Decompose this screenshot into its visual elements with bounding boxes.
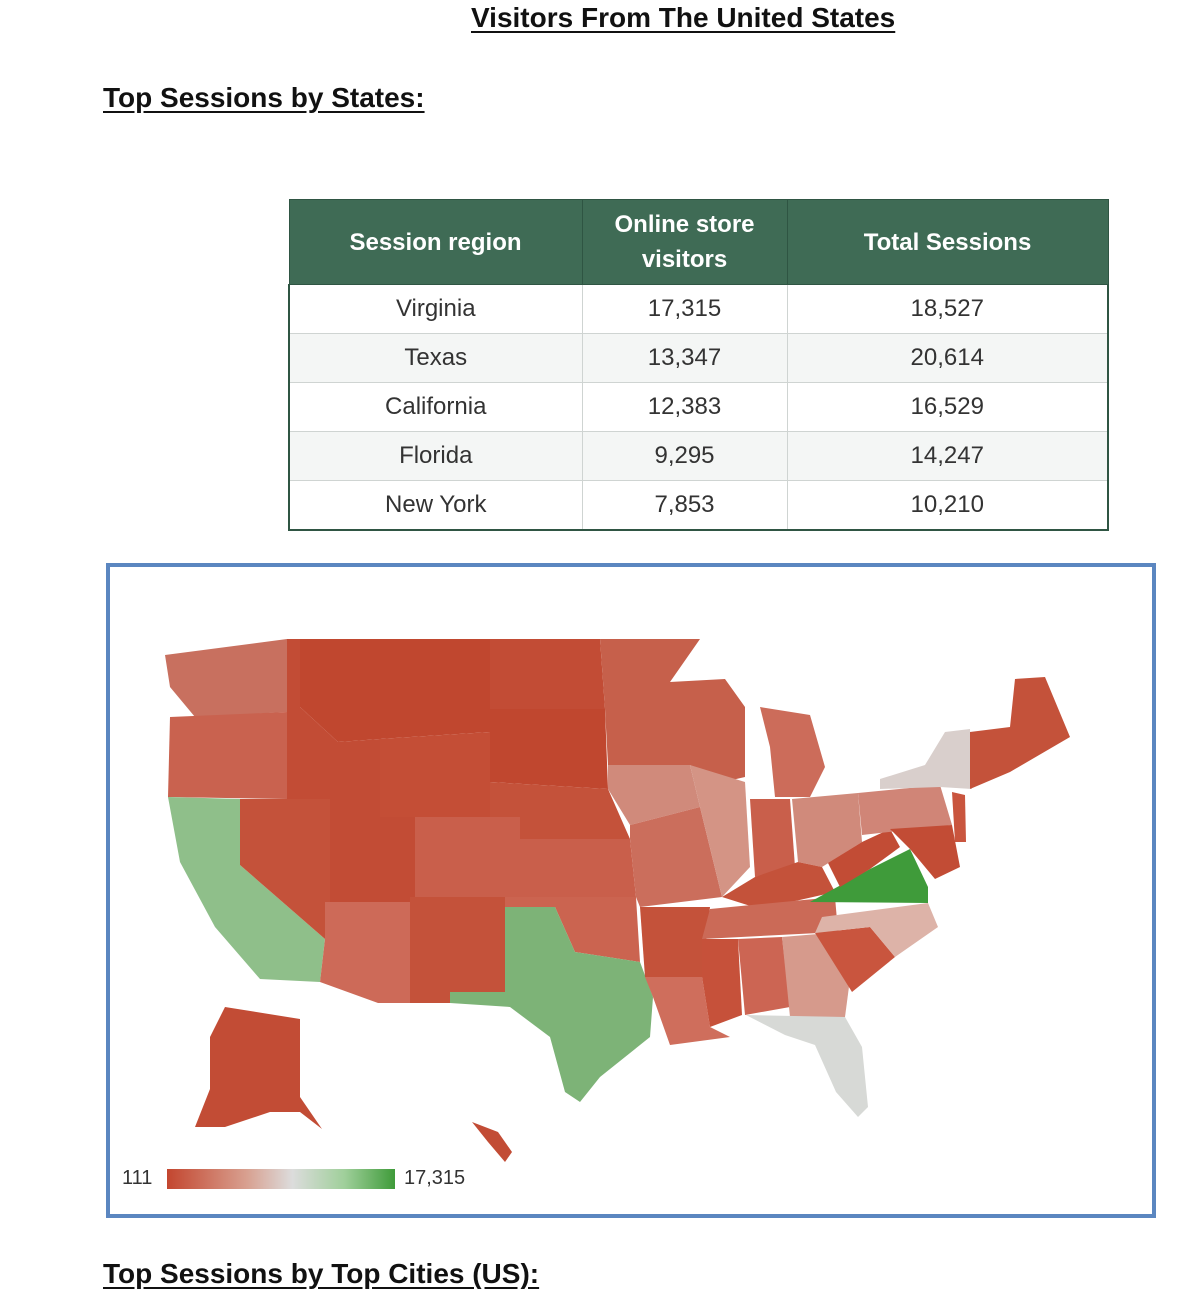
state-tennessee <box>702 897 838 939</box>
cell-region: California <box>288 382 583 432</box>
us-choropleth-map <box>165 639 1070 1162</box>
state-oklahoma <box>505 897 640 962</box>
legend-gradient-bar <box>167 1169 395 1189</box>
header-visitors-line2: visitors <box>641 246 728 273</box>
state-nevada <box>240 799 330 939</box>
state-new-york <box>880 729 972 789</box>
cell-sessions: 14,247 <box>786 431 1109 481</box>
cell-visitors: 7,853 <box>581 480 788 531</box>
state-mississippi <box>702 939 742 1027</box>
state-kansas <box>520 839 636 897</box>
header-visitors-line1: Online store <box>614 211 755 238</box>
state-south-dakota <box>490 709 608 789</box>
state-oregon <box>168 712 287 799</box>
state-west-virginia <box>828 829 900 887</box>
cell-sessions: 20,614 <box>786 333 1109 383</box>
state-washington <box>165 639 287 717</box>
title-wrap: Visitors From The United States <box>471 2 895 34</box>
state-new-jersey <box>952 792 966 842</box>
top-sessions-table: Session region Online store visitors Tot… <box>288 199 1109 531</box>
state-pennsylvania <box>858 785 952 835</box>
table-row: Texas 13,347 20,614 <box>288 333 1109 383</box>
cell-visitors: 17,315 <box>581 284 788 334</box>
cell-visitors: 13,347 <box>581 333 788 383</box>
state-alabama <box>738 937 790 1015</box>
us-map-frame: 111 17,315 <box>106 563 1156 1218</box>
state-texas <box>450 907 653 1102</box>
state-nebraska <box>490 782 630 839</box>
state-utah <box>330 799 415 902</box>
legend-min-label: 111 <box>122 1167 153 1189</box>
state-maryland <box>890 825 960 879</box>
state-new-england <box>970 677 1070 789</box>
state-missouri <box>630 807 722 907</box>
state-hawaii <box>472 1122 512 1162</box>
state-michigan <box>760 707 825 797</box>
cell-region: Virginia <box>288 284 583 334</box>
header-total-sessions: Total Sessions <box>786 199 1109 285</box>
state-montana <box>300 639 490 742</box>
state-illinois <box>690 765 750 897</box>
state-south-carolina <box>815 927 895 992</box>
state-arkansas <box>640 907 710 977</box>
cell-region: Florida <box>288 431 583 481</box>
header-online-store-visitors: Online store visitors <box>581 199 788 285</box>
state-new-mexico <box>410 897 505 1003</box>
state-wyoming <box>380 732 490 817</box>
table-header-row: Session region Online store visitors Tot… <box>288 199 1109 285</box>
state-alaska <box>195 1007 322 1129</box>
state-colorado <box>415 817 520 897</box>
table-row: Virginia 17,315 18,527 <box>288 284 1109 334</box>
state-minnesota <box>600 639 700 765</box>
cell-region: New York <box>288 480 583 531</box>
cities-heading: Top Sessions by Top Cities (US): <box>103 1258 540 1289</box>
legend-max-label: 17,315 <box>404 1167 466 1189</box>
state-wisconsin <box>670 679 745 785</box>
cell-sessions: 16,529 <box>786 382 1109 432</box>
state-north-dakota <box>490 639 605 709</box>
state-kentucky <box>722 862 835 909</box>
state-california <box>168 797 325 982</box>
cell-visitors: 9,295 <box>581 431 788 481</box>
table-row: Florida 9,295 14,247 <box>288 431 1109 481</box>
states-heading: Top Sessions by States: <box>103 82 425 113</box>
state-arizona <box>320 902 410 1003</box>
state-iowa <box>608 765 700 825</box>
header-session-region: Session region <box>288 199 583 285</box>
state-north-carolina <box>815 903 938 957</box>
state-ohio <box>792 793 862 867</box>
state-idaho <box>287 639 380 799</box>
cell-visitors: 12,383 <box>581 382 788 432</box>
cell-region: Texas <box>288 333 583 383</box>
table-row: California 12,383 16,529 <box>288 382 1109 432</box>
state-virginia <box>810 849 928 903</box>
document-title: Visitors From The United States <box>471 2 896 33</box>
state-indiana <box>750 799 795 877</box>
table-row: New York 7,853 10,210 <box>288 480 1109 531</box>
state-louisiana <box>645 977 730 1045</box>
state-florida <box>746 1015 868 1117</box>
cell-sessions: 18,527 <box>786 284 1109 334</box>
cell-sessions: 10,210 <box>786 480 1109 531</box>
